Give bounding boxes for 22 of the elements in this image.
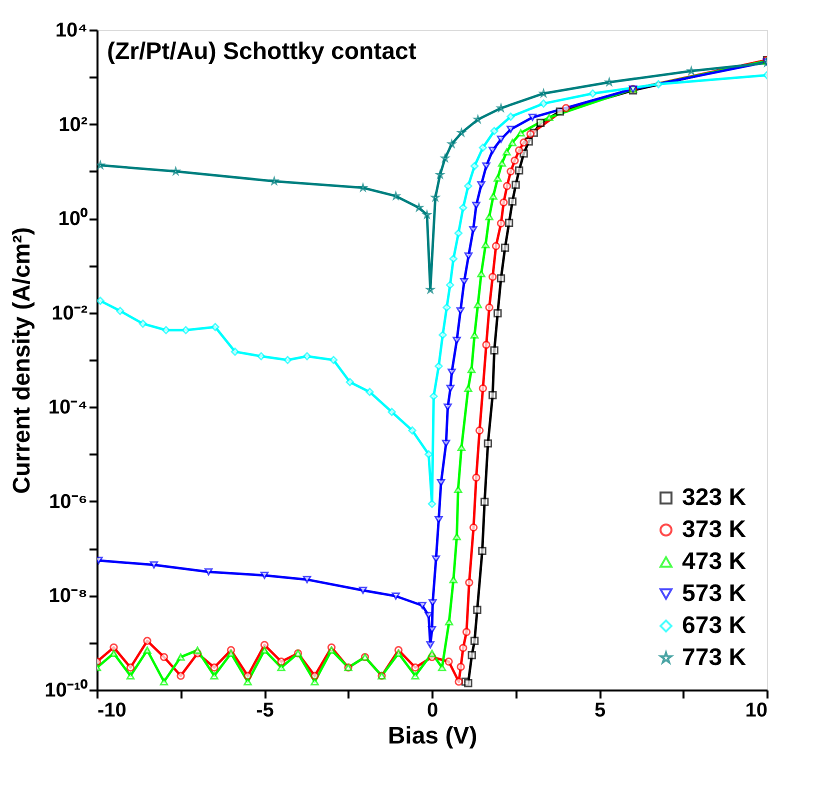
legend-label: 673 K xyxy=(682,612,747,639)
legend-label: 323 K xyxy=(682,484,747,511)
y-axis-title: Current density (A/cm²) xyxy=(8,227,36,494)
x-tick-label: 10 xyxy=(745,700,768,722)
y-tick-label: 10⁻⁶ xyxy=(49,490,88,513)
legend-label: 473 K xyxy=(682,548,747,575)
y-tick-label: 10⁰ xyxy=(58,207,88,230)
y-tick-label: 10² xyxy=(58,114,88,136)
x-tick-label: -5 xyxy=(256,700,274,722)
y-tick-label: 10⁻⁸ xyxy=(48,585,88,608)
legend-label: 373 K xyxy=(682,516,747,543)
x-tick-label: -10 xyxy=(98,700,126,722)
x-tick-label: 5 xyxy=(594,700,606,722)
y-tick-label: 10⁻² xyxy=(52,302,88,324)
legend-label: 773 K xyxy=(682,644,747,671)
x-axis-title: Bias (V) xyxy=(388,722,478,750)
y-tick-label: 10⁴ xyxy=(55,20,88,42)
legend-label: 573 K xyxy=(682,580,747,607)
y-tick-label: 10⁻⁴ xyxy=(48,396,88,419)
x-tick-label: 0 xyxy=(426,700,438,722)
y-tick-label: 10⁻¹⁰ xyxy=(44,678,88,702)
annotation: (Zr/Pt/Au) Schottky contact xyxy=(107,38,416,65)
